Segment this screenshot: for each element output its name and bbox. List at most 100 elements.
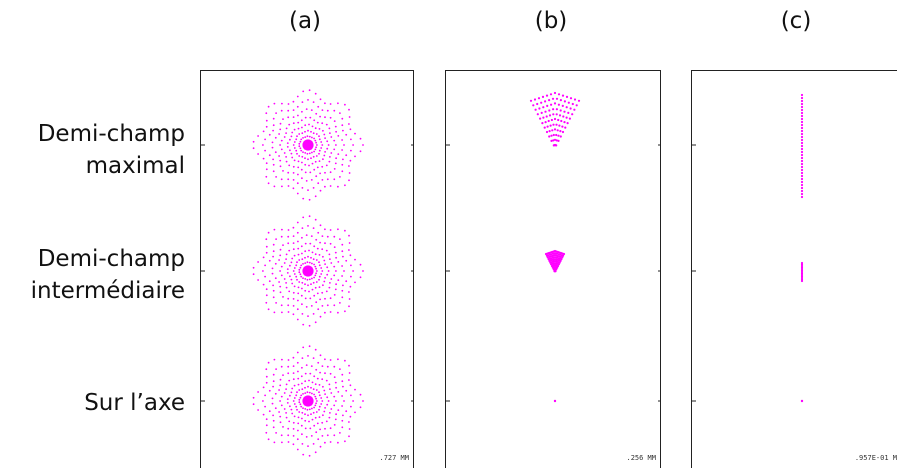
- spot-point: [292, 443, 295, 446]
- spot-point: [573, 108, 576, 111]
- spot-point: [359, 276, 362, 279]
- spot-point: [800, 147, 804, 151]
- spot-point: [290, 261, 293, 264]
- spot-point: [557, 103, 560, 106]
- spot-point: [333, 148, 336, 151]
- spot-point: [297, 166, 300, 169]
- spot-point: [333, 404, 336, 407]
- spot-point: [315, 238, 318, 241]
- spot-point: [335, 256, 337, 259]
- spot-point: [308, 89, 311, 92]
- spot-point: [301, 313, 304, 315]
- spot-point: [304, 262, 307, 264]
- spot-point: [289, 405, 291, 408]
- spot-point: [311, 418, 314, 421]
- spot-point: [318, 394, 321, 397]
- spot-point: [305, 142, 311, 148]
- spot-point: [304, 278, 307, 280]
- spot-point: [321, 421, 324, 424]
- spot-point: [293, 285, 296, 288]
- spot-point: [312, 443, 315, 445]
- spot-point: [279, 270, 281, 272]
- spot-point: [308, 198, 311, 201]
- spot-point: [567, 111, 570, 114]
- spot-point: [334, 418, 337, 421]
- spot-point: [329, 311, 332, 313]
- spot-point: [348, 421, 350, 423]
- spot-point: [344, 440, 346, 443]
- spot-point: [350, 264, 352, 267]
- spot-point: [553, 117, 557, 121]
- spot-point: [333, 434, 336, 437]
- spot-point: [323, 154, 326, 157]
- spot-point: [252, 273, 255, 276]
- spot-point: [345, 154, 348, 157]
- spot-point: [301, 303, 303, 306]
- spot-point: [316, 422, 319, 425]
- spot-point: [272, 163, 275, 166]
- spot-point: [329, 412, 331, 414]
- spot-point: [319, 115, 321, 118]
- spot-point: [321, 400, 324, 402]
- spot-point: [800, 195, 804, 199]
- spot-point: [295, 405, 298, 408]
- spot-point: [318, 408, 320, 411]
- spot-point: [349, 384, 352, 387]
- spot-point: [316, 270, 318, 272]
- spot-point: [337, 358, 339, 361]
- spot-point: [319, 371, 321, 374]
- spot-point: [334, 125, 337, 128]
- spot-point: [310, 157, 312, 160]
- spot-point: [285, 156, 287, 158]
- spot-point: [286, 268, 289, 270]
- spot-point: [541, 95, 545, 98]
- spot-point: [297, 240, 299, 243]
- spot-point: [309, 372, 312, 375]
- spot-point: [327, 400, 330, 402]
- spot-point: [565, 116, 568, 119]
- spot-point: [272, 385, 274, 388]
- spot-point: [329, 297, 332, 300]
- spot-point: [312, 313, 315, 315]
- spot-point: [329, 171, 332, 174]
- spot-point: [304, 256, 306, 259]
- spot-point: [337, 153, 340, 155]
- spot-point: [335, 130, 337, 133]
- spot-point: [289, 264, 291, 267]
- spot-point: [335, 400, 337, 402]
- spot-point: [316, 400, 318, 402]
- spot-point: [552, 139, 555, 142]
- spot-point: [330, 136, 333, 138]
- spot-point: [309, 427, 312, 430]
- spot-point: [264, 275, 266, 278]
- spot-point: [318, 286, 321, 288]
- spot-point: [311, 288, 314, 291]
- spot-point: [297, 160, 300, 163]
- spot-point: [324, 102, 326, 105]
- spot-point: [292, 100, 295, 103]
- scale-label-b: .256 MM: [626, 454, 656, 462]
- spot-point: [297, 292, 300, 295]
- spot-point: [310, 179, 313, 181]
- spot-point: [293, 128, 296, 131]
- spot-point: [297, 286, 300, 289]
- spot-point: [316, 144, 318, 146]
- spot-point: [559, 109, 562, 112]
- spot-point: [308, 123, 310, 126]
- spot-point: [293, 267, 296, 269]
- spot-point: [304, 419, 307, 422]
- spot-point: [287, 185, 290, 187]
- spot-point: [539, 117, 542, 120]
- spot-panel-b: .256 MM: [445, 70, 661, 468]
- spot-point: [301, 252, 303, 255]
- spot-point: [317, 182, 320, 185]
- spot-point: [339, 368, 341, 370]
- spot-point: [301, 388, 304, 391]
- spot-point: [317, 361, 320, 364]
- spot-point: [301, 132, 304, 135]
- spot-point: [800, 177, 804, 181]
- spot-point: [292, 187, 295, 190]
- spot-point: [301, 110, 303, 113]
- spot-point: [316, 292, 319, 295]
- spot-point: [286, 398, 289, 400]
